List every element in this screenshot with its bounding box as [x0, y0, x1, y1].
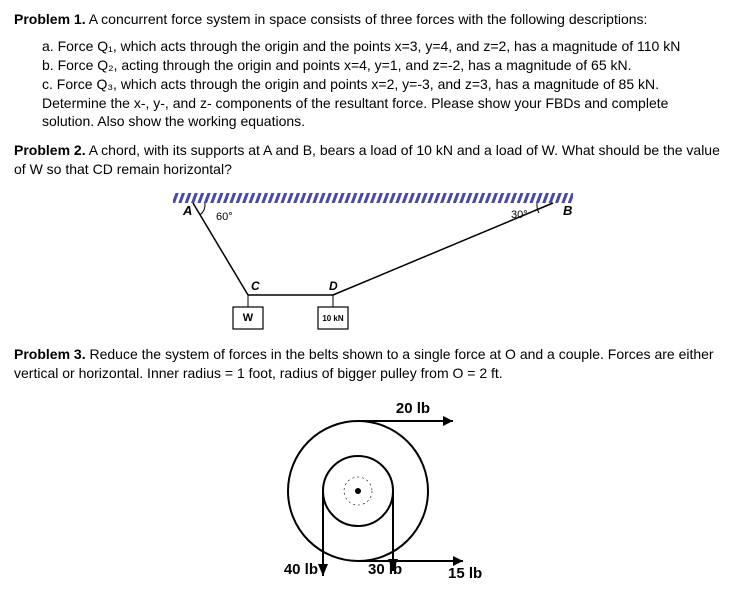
arrow-20 — [443, 416, 453, 426]
problem-1-b: b. Force Q₂, acting through the origin a… — [42, 56, 722, 75]
ceiling-hatch — [173, 193, 573, 203]
problem-2-figure: A B 60° 30° C D W 10 kN — [133, 187, 603, 337]
problem-2: Problem 2. A chord, with its supports at… — [14, 141, 722, 179]
label-d: D — [329, 279, 338, 293]
problem-1-task: Determine the x-, y-, and z- components … — [42, 94, 722, 132]
label-angle-b: 30° — [511, 209, 528, 221]
angle-b-arc — [537, 203, 539, 213]
problem-1-a: a. Force Q₁, which acts through the orig… — [42, 37, 722, 56]
arrow-40 — [318, 564, 328, 576]
problem-2-title: Problem 2. — [14, 142, 86, 158]
problem-3-title: Problem 3. — [14, 346, 86, 362]
problem-1-title: Problem 1. — [14, 11, 86, 27]
problem-3-figure: 20 lb 40 lb 30 lb 15 lb — [218, 391, 518, 581]
problem-3-intro: Reduce the system of forces in the belts… — [14, 346, 714, 381]
label-15: 15 lb — [448, 565, 482, 581]
problem-2-intro: A chord, with its supports at A and B, b… — [14, 142, 720, 177]
label-c: C — [251, 279, 260, 293]
label-b: B — [563, 203, 572, 218]
label-20: 20 lb — [396, 400, 430, 417]
problem-3: Problem 3. Reduce the system of forces i… — [14, 345, 722, 383]
page: { "problem1": { "title": "Problem 1.", "… — [0, 0, 736, 599]
problem-1-intro: A concurrent force system in space consi… — [86, 11, 648, 27]
label-a: A — [182, 203, 192, 218]
label-30: 30 lb — [368, 561, 402, 578]
problem-1: Problem 1. A concurrent force system in … — [14, 10, 722, 29]
label-angle-a: 60° — [216, 211, 233, 223]
problem-1-c: c. Force Q₃, which acts through the orig… — [42, 75, 722, 94]
center-o — [355, 488, 361, 494]
label-40: 40 lb — [284, 561, 318, 578]
angle-a-arc — [200, 203, 205, 215]
label-w: W — [243, 312, 254, 324]
label-10: 10 kN — [322, 314, 344, 323]
problem-1-items: a. Force Q₁, which acts through the orig… — [14, 37, 722, 131]
